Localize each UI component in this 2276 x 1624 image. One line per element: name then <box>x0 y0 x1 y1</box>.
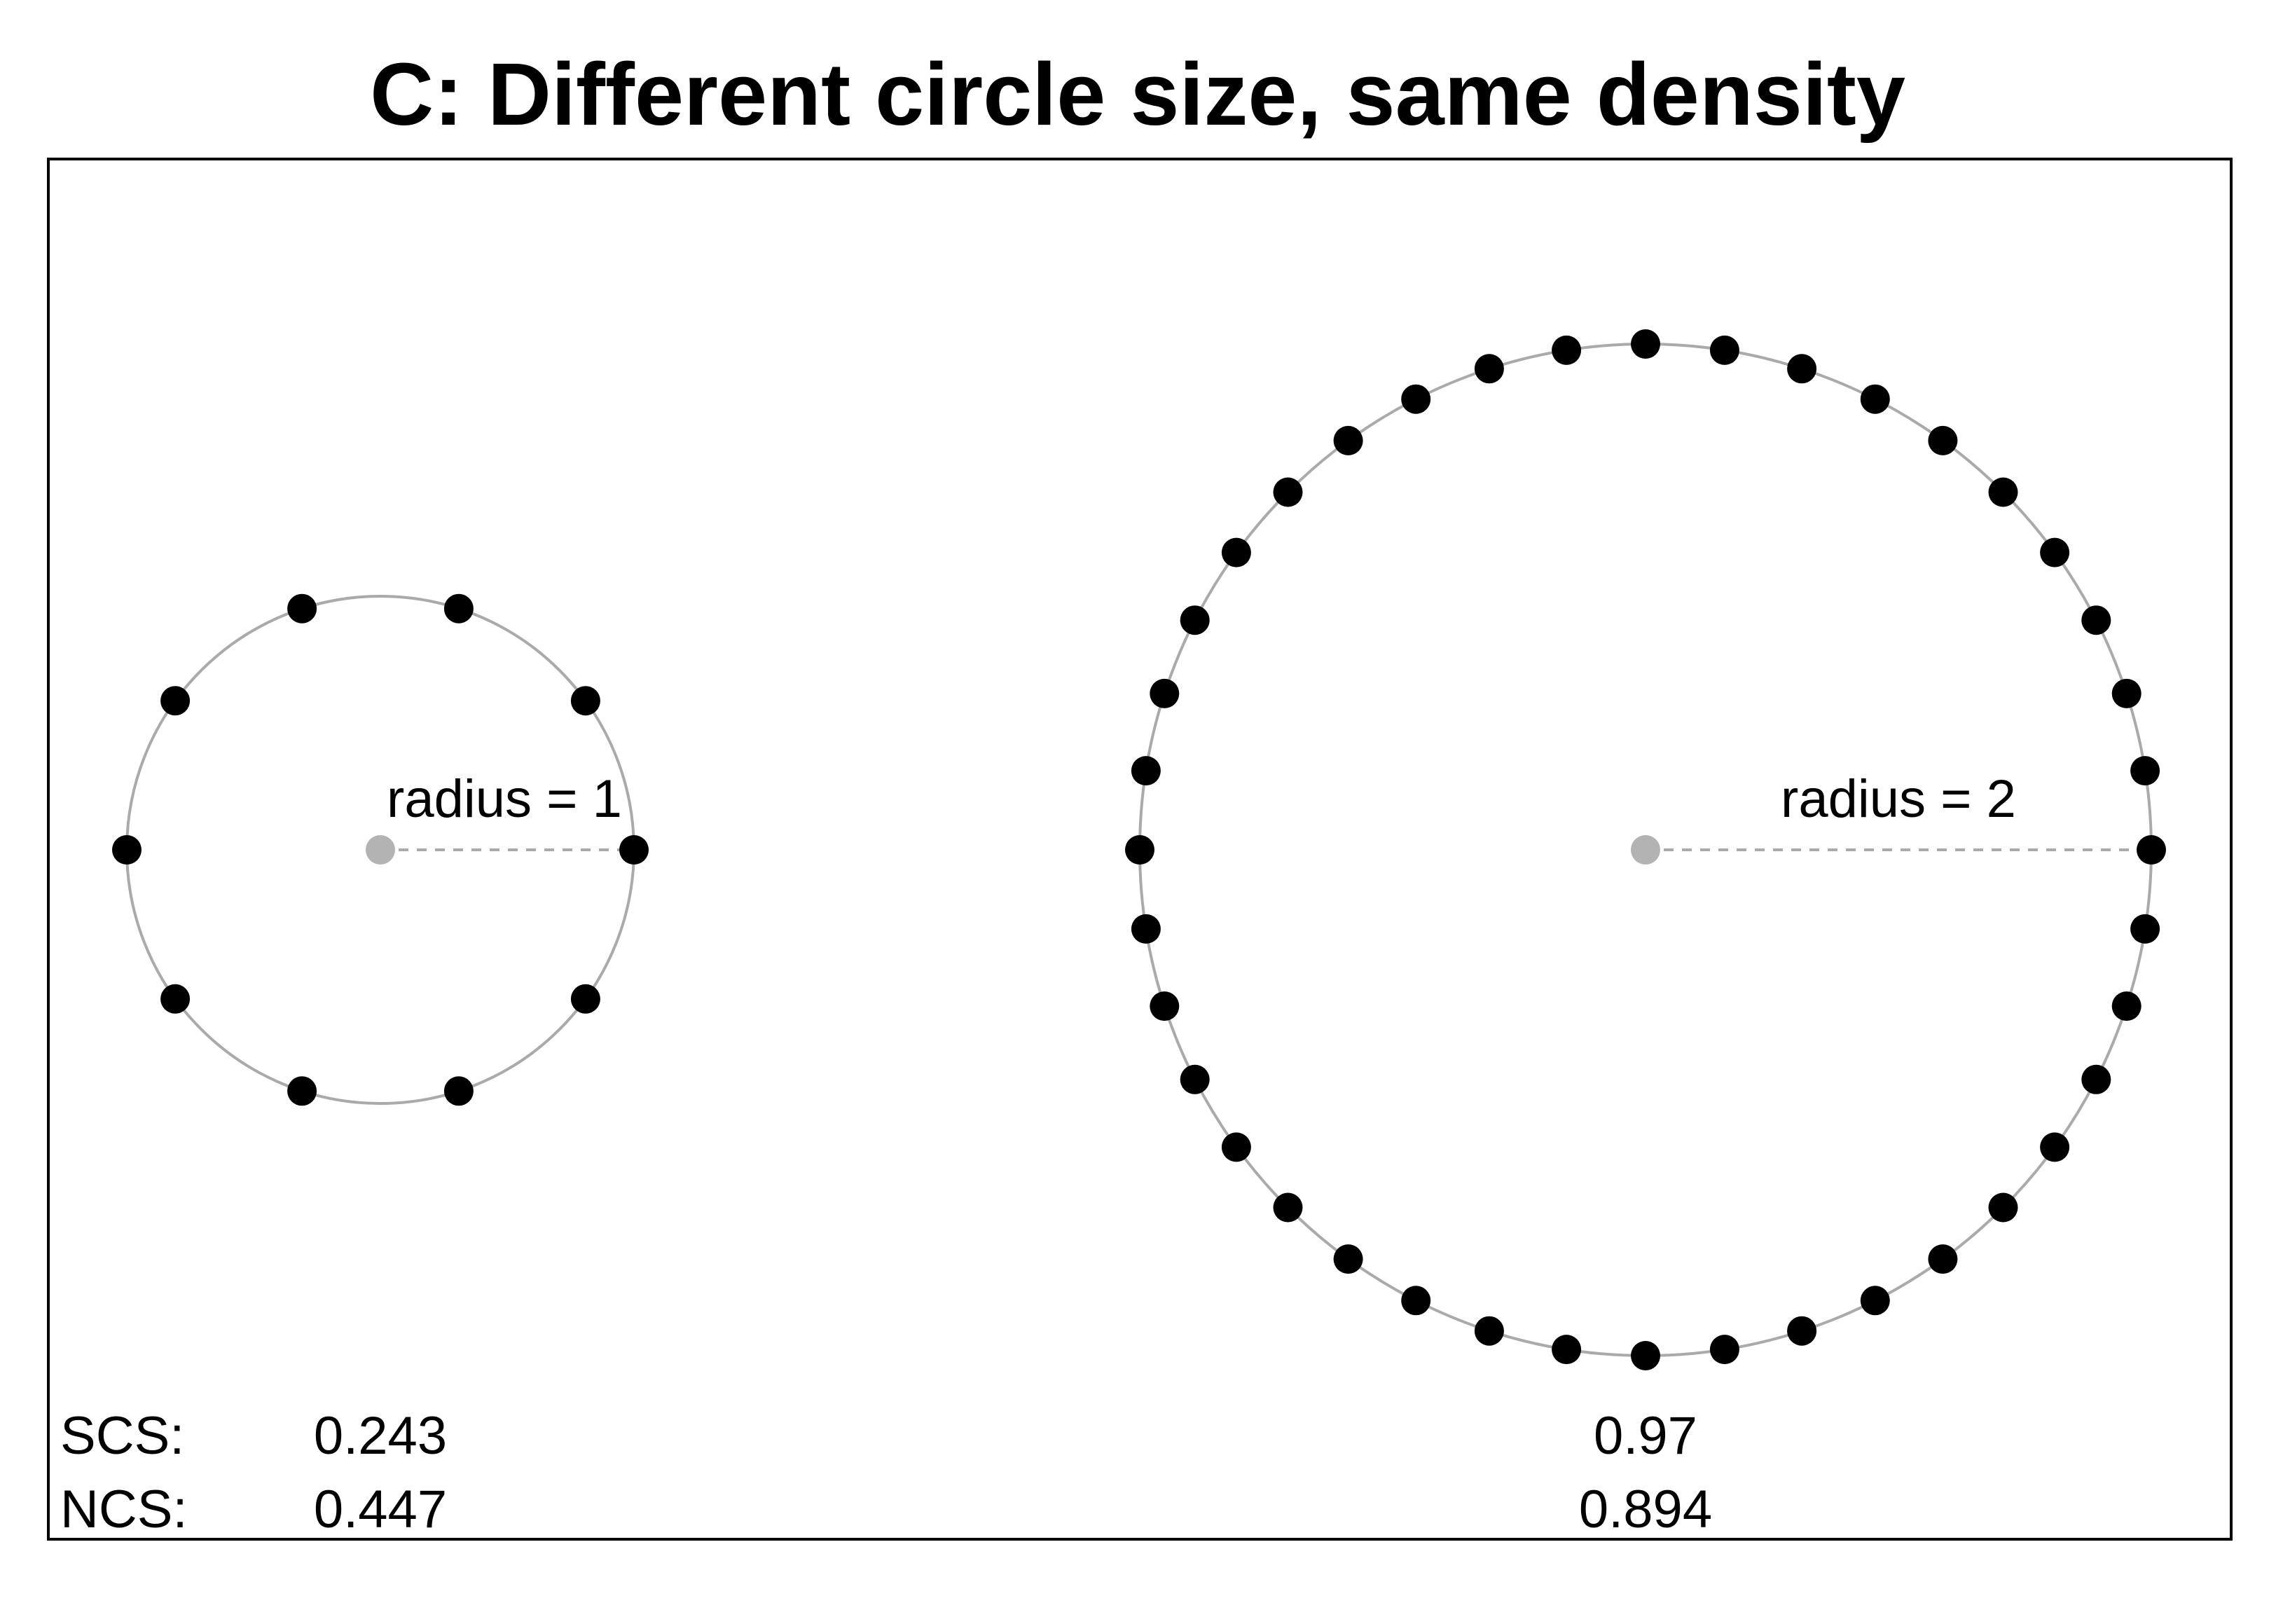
ncs-label: NCS: <box>60 1480 188 1539</box>
point-large-3 <box>2111 678 2141 708</box>
scs-label: SCS: <box>60 1406 184 1466</box>
point-small-1 <box>619 835 649 865</box>
metrics: SCS: NCS: 0.243 0.447 0.97 0.894 <box>60 1406 1712 1539</box>
point-small-8 <box>287 1076 317 1106</box>
point-large-20 <box>1131 756 1161 786</box>
point-large-17 <box>1221 537 1251 567</box>
points-small <box>112 593 649 1106</box>
point-large-40 <box>2130 914 2160 944</box>
point-large-1 <box>2137 835 2166 865</box>
point-large-29 <box>1474 1316 1504 1346</box>
point-small-5 <box>160 686 191 716</box>
point-large-31 <box>1631 1341 1660 1370</box>
point-large-25 <box>1221 1132 1251 1162</box>
point-large-36 <box>1988 1192 2018 1223</box>
point-small-10 <box>570 984 600 1014</box>
point-large-19 <box>1150 678 1180 708</box>
point-large-11 <box>1631 329 1660 359</box>
point-large-38 <box>2081 1064 2111 1094</box>
point-large-24 <box>1180 1064 1210 1094</box>
point-large-27 <box>1333 1244 1363 1274</box>
point-large-7 <box>1928 425 1958 455</box>
radius-label-small: radius = 1 <box>387 769 622 829</box>
point-large-14 <box>1401 384 1431 414</box>
point-small-4 <box>287 593 317 624</box>
circle-small: radius = 1 <box>112 593 649 1106</box>
point-large-32 <box>1709 1335 1739 1365</box>
point-large-4 <box>2081 605 2111 635</box>
point-large-35 <box>1928 1244 1958 1274</box>
point-large-15 <box>1333 425 1363 455</box>
point-large-26 <box>1273 1192 1303 1223</box>
point-large-8 <box>1860 384 1890 414</box>
scs-value-large: 0.97 <box>1594 1406 1697 1466</box>
point-small-9 <box>443 1076 474 1106</box>
scs-value-small: 0.243 <box>314 1406 447 1466</box>
point-large-6 <box>1988 477 2018 507</box>
point-large-34 <box>1860 1286 1890 1316</box>
point-large-12 <box>1552 335 1582 365</box>
point-large-21 <box>1125 835 1154 865</box>
points-large <box>1125 329 2166 1370</box>
point-small-2 <box>570 686 600 716</box>
point-large-33 <box>1787 1316 1817 1346</box>
circle-large: radius = 2 <box>1125 329 2166 1370</box>
point-large-39 <box>2111 991 2141 1021</box>
point-large-23 <box>1150 991 1180 1021</box>
point-large-13 <box>1474 354 1504 384</box>
point-large-16 <box>1273 477 1303 507</box>
point-large-18 <box>1180 605 1210 635</box>
ncs-value-small: 0.447 <box>314 1480 447 1539</box>
point-small-7 <box>160 984 191 1014</box>
point-large-2 <box>2130 756 2160 786</box>
radius-label-large: radius = 2 <box>1781 769 2016 829</box>
center-point-small <box>366 835 395 865</box>
figure-title: C: Different circle size, same density <box>370 45 1905 144</box>
point-large-10 <box>1709 335 1739 365</box>
point-large-28 <box>1401 1286 1431 1316</box>
plot-frame <box>47 158 2233 1541</box>
point-small-6 <box>112 835 142 865</box>
point-large-5 <box>2040 537 2070 567</box>
center-point-large <box>1631 835 1660 865</box>
ncs-value-large: 0.894 <box>1579 1480 1712 1539</box>
point-large-37 <box>2040 1132 2070 1162</box>
point-large-22 <box>1131 914 1161 944</box>
point-large-9 <box>1787 354 1817 384</box>
point-large-30 <box>1552 1335 1582 1365</box>
point-small-3 <box>443 593 474 624</box>
